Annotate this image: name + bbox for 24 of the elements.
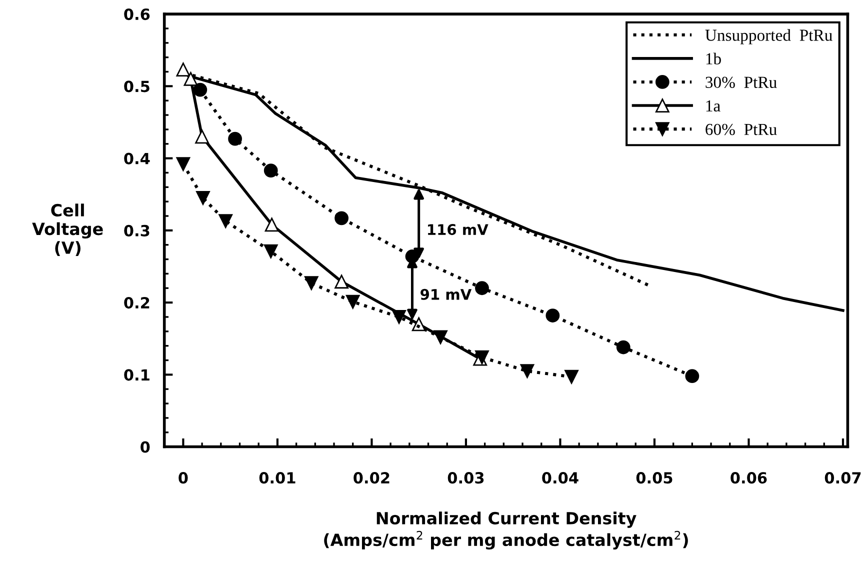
- y-axis-title: Cell Voltage (V): [32, 204, 103, 256]
- legend-label: 30% PtRu: [706, 76, 777, 88]
- x-axis-title: Normalized Current Density (Amps/cm$^{2}$ per mg anode catalyst/cm$^{2}$): [324, 512, 688, 550]
- legend-label: 1b: [706, 52, 721, 64]
- x-tick-label: 0.04: [542, 472, 578, 484]
- x-tick-label: 0.02: [354, 472, 390, 484]
- x-tick-label: 0.05: [636, 472, 672, 484]
- y-tick-label: 0.2: [124, 297, 150, 309]
- y-tick-label: 0.6: [124, 8, 150, 20]
- legend-label: 60% PtRu: [706, 124, 777, 136]
- legend-label: 1a: [706, 100, 720, 112]
- legend-label: Unsupported PtRu: [705, 29, 832, 44]
- y-tick-label: 0.3: [124, 224, 150, 236]
- annotation: 116 mV: [428, 224, 488, 236]
- y-tick-label: 0.1: [124, 369, 150, 381]
- x-tick-label: 0.01: [259, 472, 296, 484]
- x-tick-label: 0.03: [448, 472, 484, 484]
- annotation: 91 mV: [420, 288, 472, 300]
- y-tick-label: 0.5: [124, 80, 150, 92]
- y-tick-label: 0: [140, 441, 150, 453]
- x-tick-label: 0: [178, 472, 188, 484]
- y-tick-label: 0.4: [124, 152, 150, 164]
- x-tick-label: 0.07: [824, 472, 861, 484]
- x-tick-label: 0.06: [730, 472, 767, 484]
